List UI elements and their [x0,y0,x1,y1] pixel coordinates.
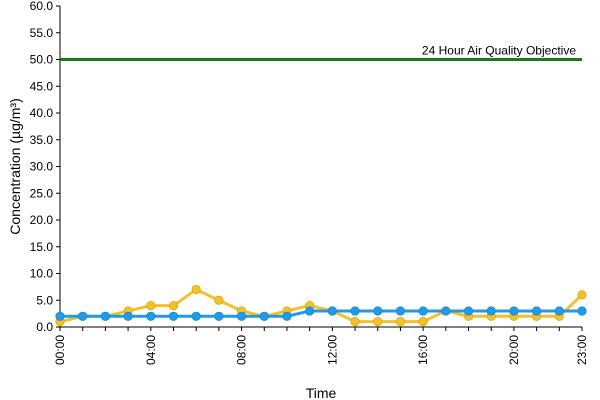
y-tick-label: 45.0 [30,79,54,93]
series-2-point [554,306,564,316]
x-tick-label: 04:00 [144,335,158,365]
y-axis-title: Concentration (µg/m³) [7,98,23,234]
series-2-point [259,311,269,321]
y-tick-label: 25.0 [30,186,54,200]
air-quality-objective-label: 24 Hour Air Quality Objective [422,44,576,58]
series-2-point [350,306,360,316]
series-1-point [577,290,587,300]
x-tick-label: 00:00 [53,335,67,365]
series-2-point [441,306,451,316]
series-2-point [78,311,88,321]
series-2-point [305,306,315,316]
series-group [55,284,587,327]
y-tick-label: 55.0 [30,26,54,40]
x-tick-label: 08:00 [235,335,249,365]
series-1-point [146,300,156,311]
y-axis-ticks: 0.0 5.0 10.0 15.0 20.0 25.0 30.0 35.0 40.0 45.0 50… [30,0,60,334]
series-2-point [577,306,587,316]
x-tick-label: 12:00 [325,335,339,365]
series-2-point [395,306,406,316]
series-2-point [373,306,383,316]
series-1-point [395,317,406,327]
y-tick-label: 40.0 [30,106,54,120]
series-2-point [327,306,337,316]
x-axis-title: Time [306,385,337,400]
series-2-point [282,311,292,321]
series-1-point [168,300,179,311]
series-2-point [486,306,496,316]
series-1-point [418,317,428,327]
reference-line-group: 24 Hour Air Quality Objective [60,44,582,61]
y-tick-label: 35.0 [30,133,54,147]
series-2-point [532,306,542,316]
series-2-point [168,311,179,321]
series-2-point [214,311,224,321]
series-2-point [236,311,247,321]
series-2-point [191,311,201,321]
x-tick-label: 16:00 [416,335,430,365]
series-2-point [146,311,156,321]
series-2-point [418,306,428,316]
y-tick-label: 5.0 [36,293,53,307]
series-2-point [463,306,474,316]
series-1-point [214,295,224,305]
series-1-point [373,317,383,327]
y-tick-label: 15.0 [30,240,54,254]
x-tick-label: 20:00 [507,335,521,365]
series-2-point [100,311,110,321]
y-tick-label: 50.0 [30,53,54,67]
x-axis-ticks: 00:00 04:00 08:00 12:00 16:00 20:00 23:00 [53,327,589,365]
x-tick-label: 23:00 [575,335,589,365]
y-tick-label: 10.0 [30,267,54,281]
y-tick-label: 30.0 [30,160,54,174]
series-1-point [350,317,360,327]
y-tick-label: 20.0 [30,213,54,227]
series-1-point [191,284,201,295]
series-2-point [509,306,519,316]
series-2-point [55,311,65,321]
y-tick-label: 60.0 [30,0,54,13]
y-tick-label: 0.0 [36,320,53,334]
series-2-point [123,311,133,321]
